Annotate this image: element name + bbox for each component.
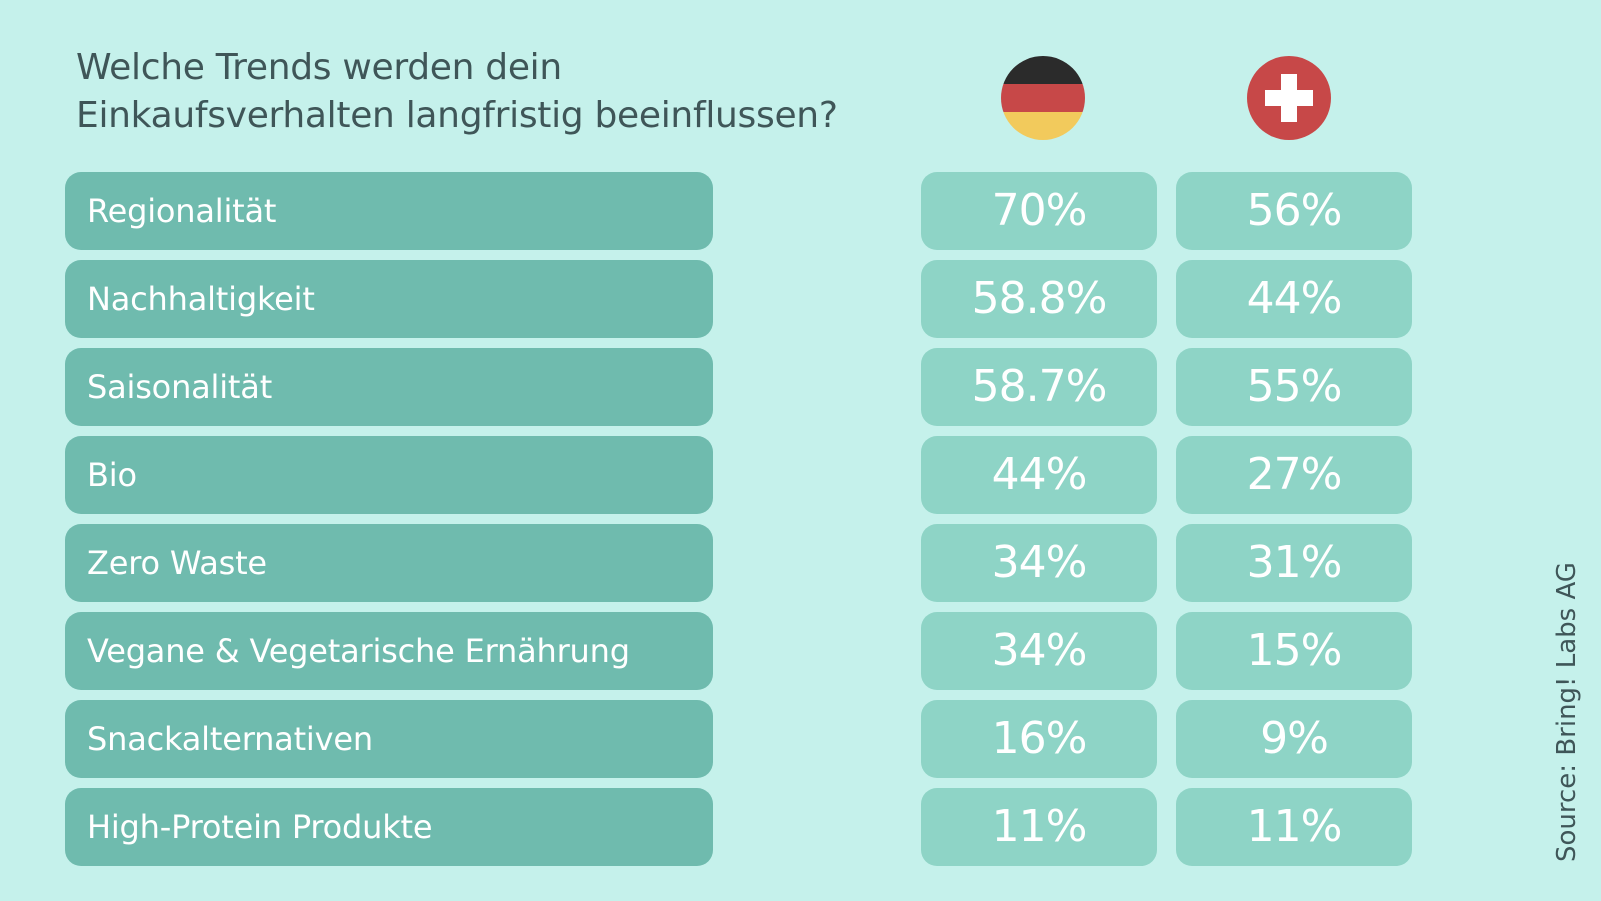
value-switzerland: 55% xyxy=(1176,348,1412,426)
value-germany: 34% xyxy=(921,612,1157,690)
trend-label: Snackalternativen xyxy=(87,720,373,758)
trend-label: Nachhaltigkeit xyxy=(87,280,315,318)
table-row: Vegane & Vegetarische Ernährung 34% 15% xyxy=(0,612,1601,690)
trend-label-box: Vegane & Vegetarische Ernährung xyxy=(65,612,713,690)
trend-label-box: Zero Waste xyxy=(65,524,713,602)
value-germany: 11% xyxy=(921,788,1157,866)
value-germany: 70% xyxy=(921,172,1157,250)
chart-title-line-2: Einkaufsverhalten langfristig beeinfluss… xyxy=(76,95,838,136)
trend-label: Bio xyxy=(87,456,137,494)
trend-label: Vegane & Vegetarische Ernährung xyxy=(87,632,630,670)
trend-label: Saisonalität xyxy=(87,368,273,406)
value-germany: 34% xyxy=(921,524,1157,602)
chart-title: Welche Trends werden dein Einkaufsverhal… xyxy=(76,44,916,140)
germany-flag-red-stripe xyxy=(1001,84,1085,112)
trend-label: Zero Waste xyxy=(87,544,267,582)
value-germany: 44% xyxy=(921,436,1157,514)
trend-label-box: Snackalternativen xyxy=(65,700,713,778)
value-switzerland: 15% xyxy=(1176,612,1412,690)
value-switzerland: 56% xyxy=(1176,172,1412,250)
switzerland-flag-cross-horizontal xyxy=(1265,90,1313,106)
source-credit: Source: Bring! Labs AG xyxy=(1552,562,1582,862)
table-row: Saisonalität 58.7% 55% xyxy=(0,348,1601,426)
value-switzerland: 9% xyxy=(1176,700,1412,778)
trend-label-box: Regionalität xyxy=(65,172,713,250)
table-row: Nachhaltigkeit 58.8% 44% xyxy=(0,260,1601,338)
value-switzerland: 27% xyxy=(1176,436,1412,514)
trend-label: High-Protein Produkte xyxy=(87,808,433,846)
value-switzerland: 44% xyxy=(1176,260,1412,338)
table-row: Regionalität 70% 56% xyxy=(0,172,1601,250)
trend-label-box: Nachhaltigkeit xyxy=(65,260,713,338)
value-switzerland: 31% xyxy=(1176,524,1412,602)
value-germany: 16% xyxy=(921,700,1157,778)
trend-label: Regionalität xyxy=(87,192,277,230)
trend-label-box: Bio xyxy=(65,436,713,514)
chart-title-line-1: Welche Trends werden dein xyxy=(76,47,562,88)
table-row: Snackalternativen 16% 9% xyxy=(0,700,1601,778)
value-germany: 58.7% xyxy=(921,348,1157,426)
table-row: Bio 44% 27% xyxy=(0,436,1601,514)
switzerland-flag-icon xyxy=(1247,56,1331,140)
table-row: Zero Waste 34% 31% xyxy=(0,524,1601,602)
trend-label-box: High-Protein Produkte xyxy=(65,788,713,866)
table-row: High-Protein Produkte 11% 11% xyxy=(0,788,1601,866)
trend-label-box: Saisonalität xyxy=(65,348,713,426)
value-switzerland: 11% xyxy=(1176,788,1412,866)
value-germany: 58.8% xyxy=(921,260,1157,338)
